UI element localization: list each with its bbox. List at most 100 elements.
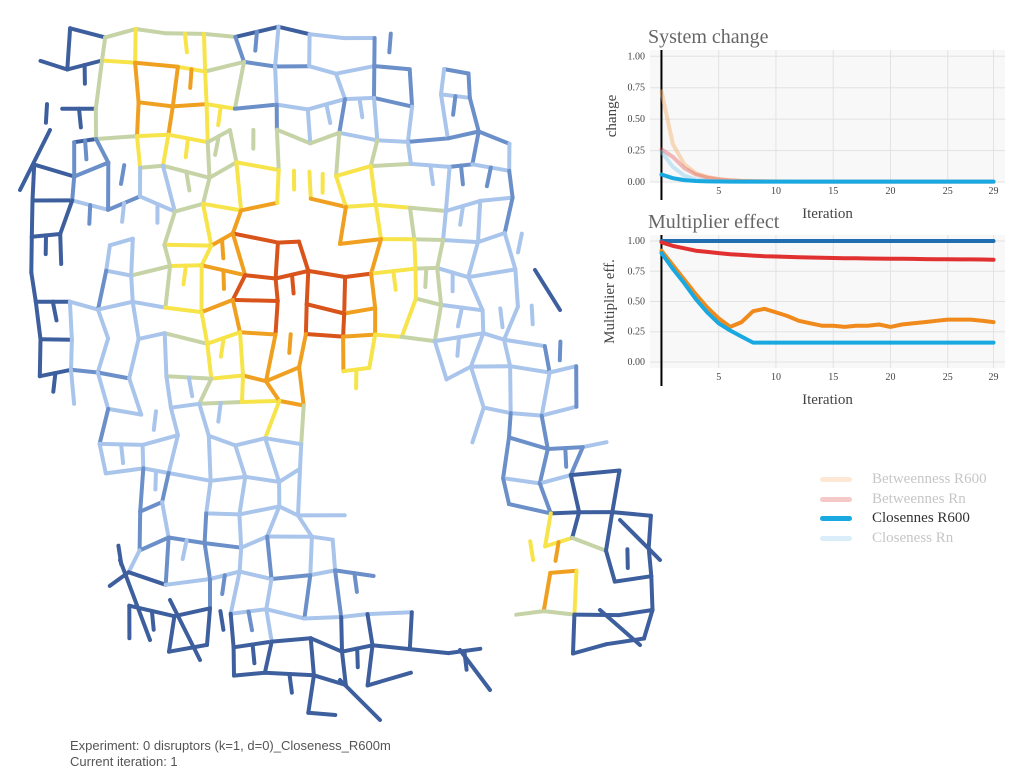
street-segment xyxy=(367,332,378,370)
street-segment xyxy=(230,297,280,303)
street-segment xyxy=(304,268,311,307)
street-segment xyxy=(337,97,347,135)
street-segment xyxy=(476,198,483,245)
street-segment xyxy=(618,518,662,562)
street-segment xyxy=(167,642,209,654)
street-segment xyxy=(405,139,413,166)
street-segment xyxy=(51,371,58,394)
street-segment xyxy=(391,269,398,292)
street-segment xyxy=(502,304,520,342)
street-segment xyxy=(442,67,471,76)
street-segment xyxy=(206,433,238,448)
x-tick-label: 20 xyxy=(885,186,895,197)
street-segment xyxy=(372,95,380,143)
street-segment xyxy=(543,511,553,549)
street-segment xyxy=(539,370,552,418)
street-segment xyxy=(201,201,244,213)
street-segment xyxy=(205,341,214,381)
chart-title: Multiplier effect xyxy=(648,211,780,233)
street-segment xyxy=(304,302,347,316)
street-segment xyxy=(423,266,429,289)
street-segment xyxy=(94,137,111,165)
street-segment xyxy=(468,331,486,369)
street-segment xyxy=(240,373,245,404)
street-segment xyxy=(307,169,313,201)
street-segment xyxy=(133,27,168,36)
street-segment xyxy=(273,299,280,337)
legend-swatch xyxy=(820,496,852,502)
street-segment xyxy=(343,202,378,209)
street-segment xyxy=(69,337,74,372)
street-segment xyxy=(324,102,333,125)
street-segment xyxy=(413,296,444,307)
street-segment xyxy=(308,130,342,146)
street-segment xyxy=(405,104,415,144)
street-segment xyxy=(451,94,458,117)
street-segment xyxy=(103,27,138,40)
street-segment xyxy=(435,265,444,307)
street-segment xyxy=(407,647,451,656)
street-segment xyxy=(220,237,226,261)
street-segment xyxy=(439,92,450,141)
street-segment xyxy=(273,240,280,281)
street-segment xyxy=(263,436,304,447)
street-segment xyxy=(287,672,294,695)
street-segment xyxy=(303,302,309,336)
street-segment xyxy=(470,405,486,445)
street-segment xyxy=(96,268,109,312)
street-segment xyxy=(166,104,175,137)
street-segment xyxy=(162,242,214,248)
street-segment xyxy=(334,164,373,179)
street-segment xyxy=(43,102,49,125)
street-segment xyxy=(264,332,278,384)
street-segment xyxy=(334,174,348,209)
street-segment xyxy=(119,163,127,186)
x-axis-label: Iteration xyxy=(802,392,853,408)
street-segment xyxy=(97,441,108,476)
street-segment xyxy=(197,401,211,438)
street-segment xyxy=(237,504,282,517)
street-segment xyxy=(355,646,360,670)
street-segment xyxy=(309,534,335,542)
street-segment xyxy=(432,302,444,344)
street-segment xyxy=(330,537,338,573)
street-segment xyxy=(547,364,579,375)
street-segment xyxy=(557,339,563,363)
street-segment xyxy=(135,134,143,170)
street-segment xyxy=(466,267,518,280)
street-segment xyxy=(264,607,307,621)
street-segment xyxy=(308,196,348,209)
street-segment xyxy=(183,136,190,160)
street-segment xyxy=(306,710,338,717)
street-segment xyxy=(201,175,212,206)
street-segment xyxy=(250,642,257,666)
street-segment xyxy=(439,67,447,97)
legend-item: Closeness Rn xyxy=(820,529,987,549)
street-segment xyxy=(29,198,35,239)
street-segment xyxy=(129,273,135,304)
x-tick-label: 25 xyxy=(943,372,953,383)
street-segment xyxy=(273,276,280,303)
street-segment xyxy=(239,200,280,213)
street-segment xyxy=(164,374,173,410)
street-segment xyxy=(305,107,313,146)
street-segment xyxy=(162,331,169,379)
y-tick-label: 0.75 xyxy=(628,83,646,94)
y-axis-label: change xyxy=(604,94,620,137)
street-segment xyxy=(275,239,301,245)
street-segment xyxy=(646,545,654,579)
street-segment xyxy=(297,239,311,273)
street-segment xyxy=(58,232,64,266)
street-segment xyxy=(163,535,171,587)
street-segment xyxy=(580,440,609,450)
x-tick-label: 10 xyxy=(771,186,781,197)
street-segment xyxy=(408,205,417,242)
street-segment xyxy=(296,466,302,518)
street-segment xyxy=(375,138,410,144)
street-segment xyxy=(172,201,205,214)
street-segment xyxy=(373,332,404,339)
street-segment xyxy=(243,273,278,281)
street-segment xyxy=(311,673,348,687)
street-segment xyxy=(338,678,382,722)
x-tick-label: 15 xyxy=(828,372,838,383)
